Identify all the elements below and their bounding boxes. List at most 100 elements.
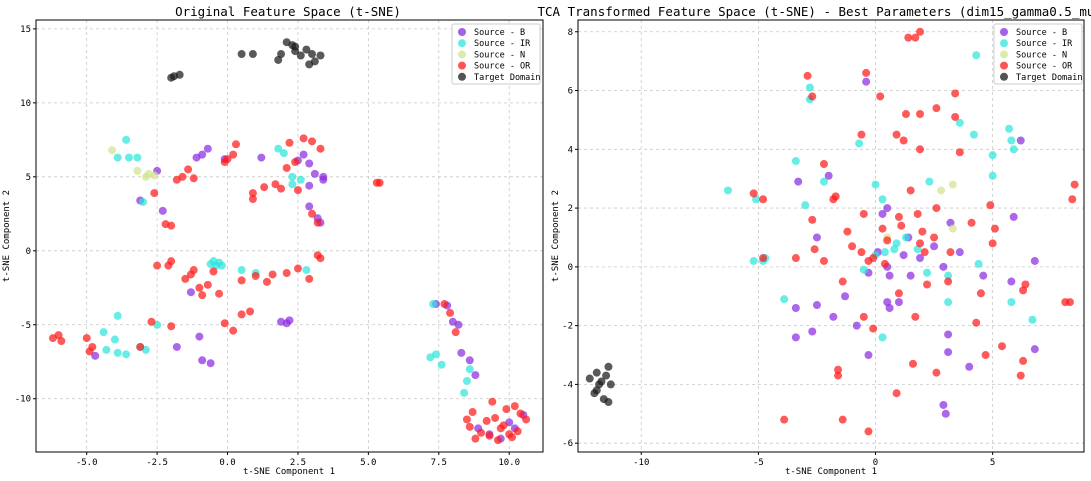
point-source-or: [167, 221, 176, 230]
point-source-b: [885, 271, 894, 280]
point-source-ir: [878, 195, 887, 204]
point-source-or: [502, 405, 511, 414]
point-source-ir: [749, 256, 758, 265]
point-source-or: [972, 318, 981, 327]
point-source-or: [440, 300, 449, 309]
point-source-or: [231, 140, 240, 149]
point-target-domain: [590, 389, 599, 398]
point-source-or: [246, 307, 255, 316]
left-chart-ticks: -5.0 -2.5 0.0 2.5 5.0 7.5 10.0 -10 -5 0 5 10 15: [15, 25, 520, 468]
point-source-or: [57, 337, 66, 346]
legend-label: Source - N: [1016, 50, 1067, 60]
point-source-or: [1019, 356, 1028, 365]
point-source-ir: [460, 388, 469, 397]
point-source-ir: [955, 118, 964, 127]
point-source-or: [838, 277, 847, 286]
point-target-domain: [585, 374, 594, 383]
point-source-or: [930, 233, 939, 242]
left-x-axis-label: t-SNE Component 1: [243, 467, 335, 477]
right-chart-title: TCA Transformed Feature Space (t-SNE) - …: [538, 4, 1091, 19]
y-tick-label: 0: [568, 263, 573, 273]
point-source-or: [990, 224, 999, 233]
point-source-ir: [296, 175, 305, 184]
point-source-b: [206, 359, 215, 368]
point-source-ir: [122, 350, 131, 359]
point-source-ir: [801, 201, 810, 210]
point-source-or: [857, 248, 866, 257]
point-source-b: [158, 206, 167, 215]
point-source-ir: [429, 300, 438, 309]
point-source-or: [920, 248, 929, 257]
point-source-or: [172, 175, 181, 184]
legend-label: Source - IR: [474, 39, 531, 49]
point-source-or: [862, 68, 871, 77]
point-source-or: [271, 180, 280, 189]
legend-marker: [458, 28, 466, 36]
point-source-or: [282, 268, 291, 277]
y-tick-label: 4: [568, 145, 573, 155]
point-source-or: [859, 312, 868, 321]
point-source-or: [911, 33, 920, 42]
point-source-or: [906, 186, 915, 195]
point-source-or: [85, 347, 94, 356]
legend-marker: [1000, 50, 1008, 59]
point-target-domain: [291, 42, 300, 51]
point-source-or: [462, 415, 471, 424]
point-source-or: [988, 239, 997, 248]
point-source-or: [493, 436, 502, 445]
point-source-or: [955, 148, 964, 157]
x-tick-label: 10.0: [498, 458, 520, 468]
point-source-or: [883, 236, 892, 245]
point-source-or: [203, 280, 212, 289]
point-target-domain: [606, 380, 615, 389]
point-source-or: [482, 416, 491, 425]
y-tick-label: 8: [568, 28, 573, 38]
legend-label: Source - OR: [1016, 62, 1073, 72]
x-tick-label: -2.5: [146, 458, 168, 468]
point-source-b: [812, 301, 821, 310]
point-source-ir: [99, 328, 108, 337]
point-source-n: [144, 169, 153, 178]
y-tick-label: -6: [562, 439, 573, 449]
legend-label: Source - OR: [474, 62, 531, 72]
point-source-or: [869, 254, 878, 263]
point-source-or: [916, 145, 925, 154]
point-source-or: [1065, 298, 1074, 307]
point-source-b: [878, 209, 887, 218]
point-source-ir: [1007, 136, 1016, 145]
point-source-ir: [113, 348, 122, 357]
point-source-ir: [237, 266, 246, 275]
point-source-ir: [437, 360, 446, 369]
point-source-ir: [880, 248, 889, 257]
point-source-ir: [139, 197, 148, 206]
point-source-b: [791, 304, 800, 312]
point-source-or: [248, 195, 257, 204]
point-source-or: [899, 136, 908, 145]
point-source-ir: [855, 139, 864, 148]
point-source-b: [457, 348, 466, 357]
point-source-or: [951, 89, 960, 98]
point-source-or: [904, 33, 913, 42]
legend-marker: [458, 61, 466, 70]
point-source-or: [829, 195, 838, 204]
point-source-b: [885, 304, 894, 312]
point-target-domain: [592, 368, 601, 377]
point-source-b: [198, 356, 207, 365]
point-source-or: [894, 289, 903, 298]
point-source-or: [293, 264, 302, 273]
point-source-ir: [878, 333, 887, 342]
point-source-or: [313, 218, 322, 227]
point-source-or: [780, 415, 789, 424]
legend-marker: [1000, 39, 1008, 48]
point-source-or: [808, 92, 817, 101]
legend-box: [993, 23, 1083, 85]
point-source-or: [1068, 195, 1077, 204]
point-target-domain: [277, 50, 286, 59]
point-source-ir: [288, 172, 297, 181]
point-source-or: [516, 409, 525, 418]
point-source-b: [257, 153, 266, 162]
x-tick-label: 0: [873, 458, 878, 468]
point-source-or: [465, 422, 474, 431]
point-source-or: [810, 245, 819, 254]
